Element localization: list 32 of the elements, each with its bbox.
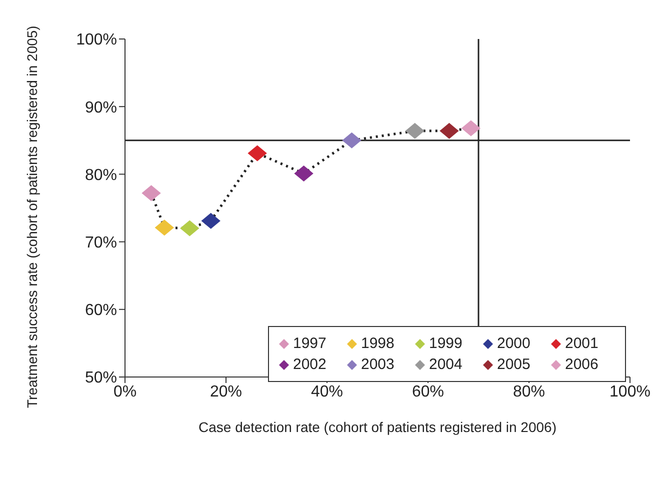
point bbox=[440, 122, 459, 139]
legend-label: 2005 bbox=[497, 356, 530, 373]
x-tick-label: 20% bbox=[210, 383, 242, 400]
x-axis-title: Case detection rate (cohort of patients registered in 2006) bbox=[198, 419, 556, 435]
legend-label: 1999 bbox=[429, 335, 462, 352]
y-tick-label: 80% bbox=[84, 166, 117, 184]
y-tick-label: 100% bbox=[76, 32, 117, 49]
point bbox=[154, 220, 174, 236]
point bbox=[342, 132, 362, 148]
legend-label: 2001 bbox=[565, 335, 598, 352]
y-tick-label: 60% bbox=[84, 302, 117, 320]
legend-label: 2003 bbox=[361, 356, 394, 373]
legend-label: 1998 bbox=[361, 335, 394, 352]
y-tick-label: 70% bbox=[84, 234, 117, 252]
x-tick-label: 60% bbox=[412, 383, 444, 400]
x-tick-label: 100% bbox=[610, 383, 650, 400]
y-tick-label: 90% bbox=[84, 99, 117, 116]
legend-label: 2004 bbox=[429, 356, 462, 373]
point bbox=[405, 122, 424, 139]
legend-label: 1997 bbox=[293, 335, 326, 352]
y-axis-title: Treatment success rate (cohort of patients registered in 2005) bbox=[24, 26, 40, 408]
legend-label: 2006 bbox=[565, 356, 598, 373]
point bbox=[180, 220, 200, 236]
x-tick-label: 40% bbox=[310, 383, 344, 400]
point bbox=[248, 145, 267, 162]
point bbox=[294, 166, 314, 182]
point bbox=[461, 120, 481, 136]
legend-label: 2002 bbox=[293, 356, 326, 373]
x-tick-label: 80% bbox=[512, 383, 546, 400]
point bbox=[201, 212, 220, 229]
point bbox=[142, 185, 161, 202]
legend-label: 2000 bbox=[497, 335, 530, 352]
